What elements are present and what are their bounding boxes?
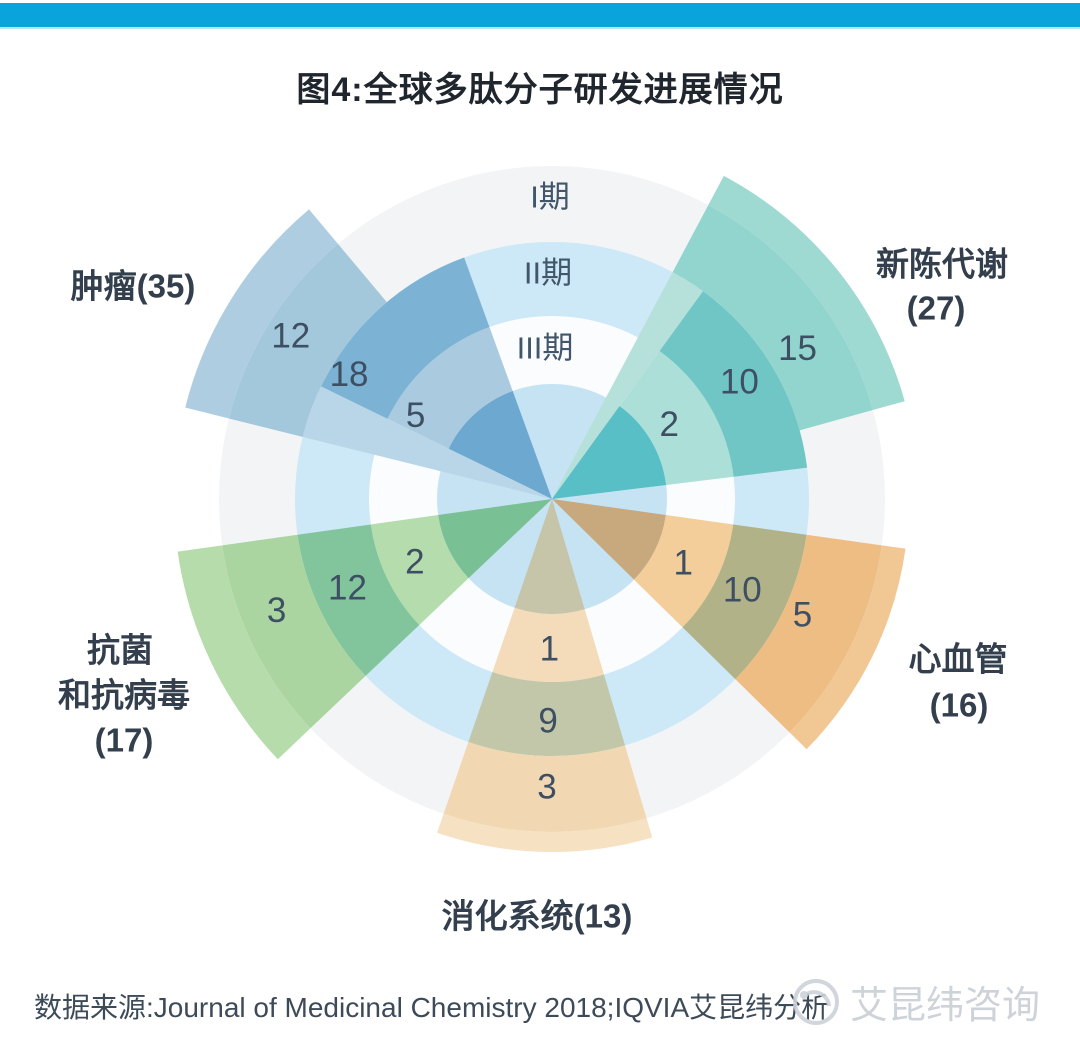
sector-tumor-zone-1 — [387, 327, 513, 449]
sector-label-anti-infective-line-0: 抗菌 — [87, 632, 153, 669]
value-metabolism-I期: 15 — [778, 329, 817, 368]
ring-label-0: I期 — [530, 180, 570, 215]
sector-label-cardiovascular-line-0: 心血管 — [909, 641, 1008, 678]
sector-digestive-zone-3 — [443, 741, 647, 833]
sector-label-digestive-line-0: 消化系统(13) — [442, 898, 633, 935]
sector-cardiovascular-zone-1 — [634, 515, 734, 628]
value-anti-infective-II期: 12 — [328, 568, 367, 607]
page-title: 图4:全球多肽分子研发进展情况 — [296, 71, 784, 109]
sector-label-metabolism-line-0: 新陈代谢 — [876, 246, 1008, 283]
sector-metabolism-zone-2 — [659, 291, 808, 477]
ring-label-1: II期 — [524, 256, 572, 291]
sector-digestive-zone-1 — [492, 607, 604, 682]
sector-tumor-zone-3 — [228, 243, 387, 437]
sector-anti-infective-zone-2 — [297, 524, 420, 676]
data-source-text: 数据来源:Journal of Medicinal Chemistry 2018… — [34, 992, 830, 1023]
sector-anti-infective-zone-4 — [177, 545, 311, 760]
sector-cardiovascular-zone-4 — [789, 545, 906, 750]
value-tumor-III期: 5 — [406, 396, 425, 435]
sector-anti-infective-zone-1 — [370, 515, 469, 625]
value-metabolism-III期: 2 — [659, 405, 678, 444]
sector-label-cardiovascular-line-1: (16) — [930, 687, 989, 724]
watermark: 艾昆纬咨询 — [790, 974, 1040, 1029]
watermark-text: 艾昆纬咨询 — [850, 985, 1041, 1027]
sector-metabolism-sliver — [552, 272, 704, 499]
value-cardiovascular-II期: 10 — [723, 571, 762, 610]
sector-tumor-zone-2 — [321, 257, 490, 419]
sector-label-anti-infective-line-2: (17) — [95, 722, 154, 759]
sector-metabolism-zone-1 — [619, 350, 734, 485]
sector-cardiovascular-zone-3 — [735, 534, 882, 733]
sector-label-tumor-line-0: 肿瘤(35) — [71, 268, 196, 305]
value-anti-infective-I期: 3 — [267, 591, 286, 630]
value-cardiovascular-I期: 5 — [793, 595, 812, 634]
sector-metabolism-zone-0 — [552, 405, 667, 499]
sector-anti-infective-zone-0 — [438, 499, 552, 579]
sector-tumor-zone-4 — [185, 209, 338, 419]
top-accent-bar — [0, 3, 1080, 29]
value-digestive-I期: 3 — [537, 767, 556, 806]
sector-label-anti-infective-line-1: 和抗病毒 — [58, 677, 190, 714]
value-tumor-II期: 18 — [330, 355, 369, 394]
sector-digestive-zone-4 — [437, 813, 653, 852]
value-digestive-III期: 1 — [540, 629, 559, 668]
value-digestive-II期: 9 — [538, 701, 557, 740]
sector-cardiovascular-zone-0 — [552, 499, 666, 580]
value-tumor-I期: 12 — [271, 316, 310, 355]
sector-cardiovascular-zone-2 — [682, 524, 807, 680]
sector-label-metabolism-line-1: (27) — [907, 290, 966, 327]
watermark-logo-icon — [793, 978, 839, 1025]
sector-metabolism-zone-4 — [708, 175, 905, 411]
sector-digestive-zone-2 — [468, 672, 625, 757]
sector-tumor-sliver — [302, 386, 552, 499]
sector-metabolism-zone-3 — [672, 204, 873, 431]
sector-digestive-zone-0 — [514, 499, 585, 614]
sector-tumor-zone-0 — [448, 390, 552, 499]
value-anti-infective-III期: 2 — [405, 543, 424, 582]
value-cardiovascular-III期: 1 — [673, 544, 692, 583]
ring-label-2: III期 — [517, 331, 574, 366]
value-metabolism-II期: 10 — [720, 362, 759, 401]
sector-anti-infective-zone-3 — [222, 534, 366, 729]
